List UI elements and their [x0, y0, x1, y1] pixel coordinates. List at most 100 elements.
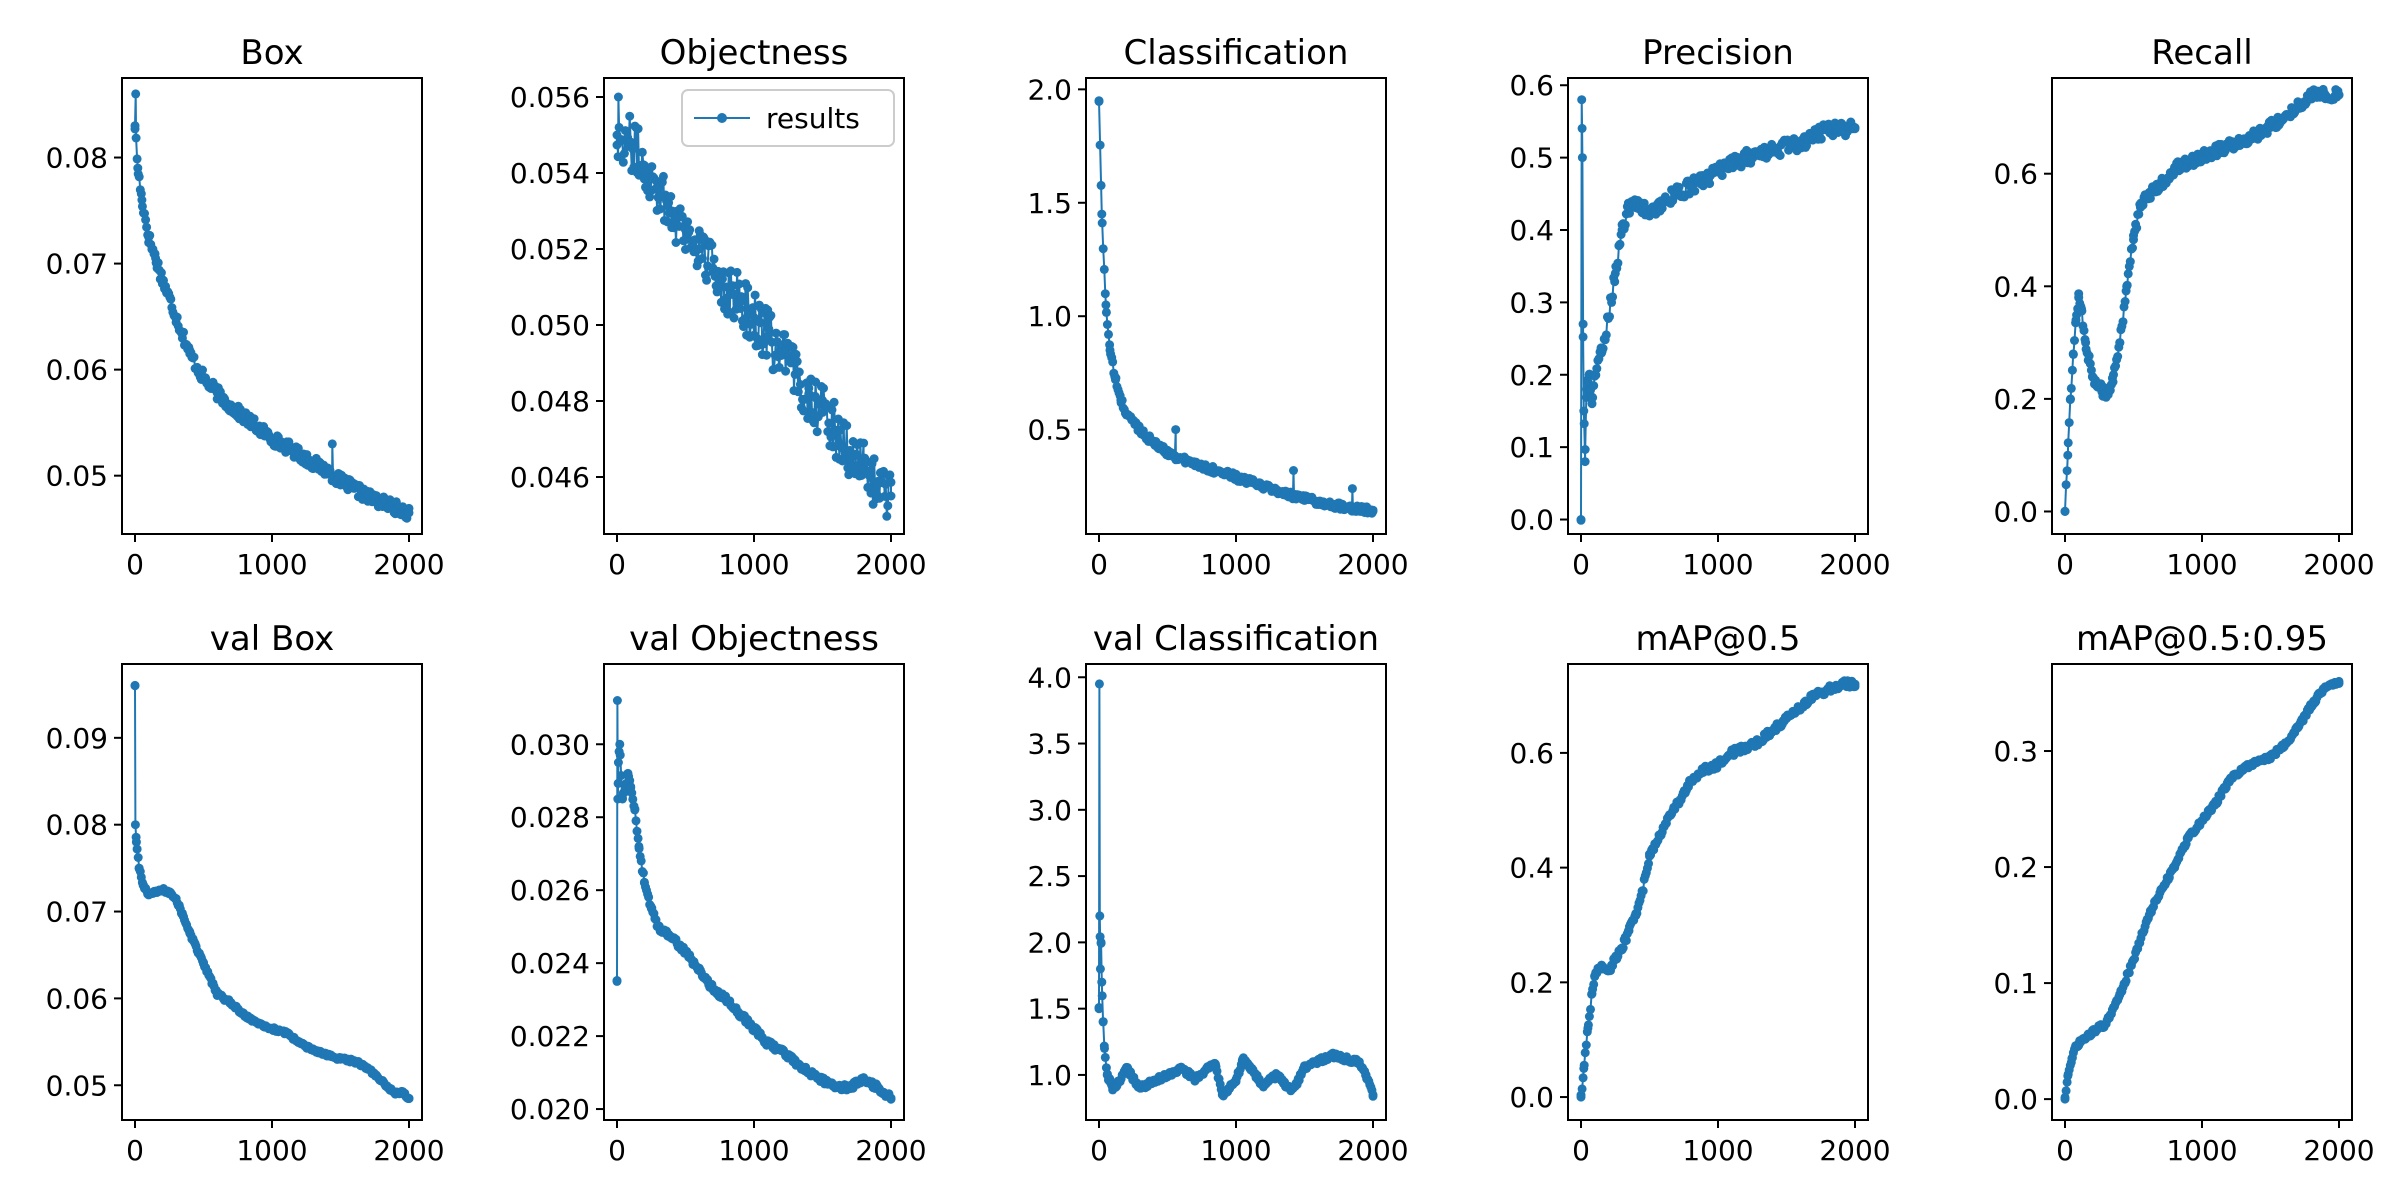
data-point — [671, 238, 681, 247]
data-point — [740, 314, 749, 324]
data-point — [764, 324, 774, 334]
data-point — [637, 147, 647, 157]
subplot-title: mAP@0.5 — [1636, 619, 1801, 659]
subplot-5: val Box 0 1000 2000 0.05 0.06 0.07 0.08 0.09 — [46, 619, 445, 1167]
x-tick-label: 0 — [1572, 1134, 1590, 1167]
data-point — [827, 405, 837, 415]
data-point — [2066, 383, 2076, 393]
data-point — [886, 1093, 896, 1103]
data-point — [1580, 445, 1590, 454]
data-point — [1583, 1020, 1593, 1030]
data-point — [791, 349, 801, 359]
data-point — [1095, 964, 1105, 974]
x-tick-label: 0 — [2056, 1134, 2074, 1167]
data-point — [1117, 395, 1127, 405]
y-tick-label: 0.08 — [46, 809, 108, 842]
data-point — [799, 406, 808, 416]
data-point — [2132, 223, 2142, 233]
data-point — [249, 414, 259, 424]
data-point — [1368, 1090, 1378, 1100]
data-point — [755, 318, 765, 328]
x-tick-label: 2000 — [1819, 1134, 1890, 1167]
data-point — [739, 322, 748, 332]
data-point — [1576, 1092, 1586, 1102]
data-point — [1097, 977, 1107, 987]
data-point — [2064, 418, 2074, 428]
data-point — [1601, 330, 1611, 340]
data-point — [166, 294, 176, 304]
data-point — [715, 282, 725, 292]
data-point — [404, 508, 414, 518]
data-point — [819, 383, 828, 393]
subplot-title: Objectness — [660, 33, 849, 73]
y-tick-label: 2.5 — [1027, 860, 1072, 893]
data-point — [634, 844, 644, 854]
data-point — [759, 339, 768, 349]
data-point — [1690, 186, 1700, 196]
y-tick-label: 0.09 — [46, 722, 108, 755]
data-point — [639, 174, 649, 184]
plot-frame — [121, 77, 423, 535]
data-point — [1096, 938, 1106, 948]
data-point — [613, 758, 623, 767]
y-tick-label: 0.05 — [46, 1069, 108, 1102]
x-tick-label: 0 — [126, 1134, 144, 1167]
data-point — [1613, 258, 1623, 268]
plot-frame — [1085, 77, 1387, 535]
data-point — [675, 204, 685, 214]
series-line — [134, 685, 410, 1100]
data-point — [788, 342, 798, 352]
x-tick-label: 1000 — [2166, 548, 2237, 581]
data-point — [633, 124, 643, 134]
data-point — [655, 204, 665, 214]
data-point — [1578, 319, 1588, 329]
data-point — [1605, 312, 1614, 322]
y-tick-label: 0.030 — [510, 728, 590, 761]
subplot-title: Box — [240, 33, 303, 73]
y-tick-label: 4.0 — [1027, 661, 1072, 694]
y-tick-label: 0.2 — [1993, 851, 2038, 884]
data-point — [1705, 179, 1715, 189]
data-point — [1621, 936, 1631, 946]
data-point — [781, 366, 791, 376]
data-point — [842, 421, 852, 431]
y-tick-label: 0.6 — [1509, 69, 1554, 102]
data-point — [1584, 1012, 1594, 1021]
data-point — [1717, 171, 1727, 181]
data-point — [2123, 269, 2133, 279]
data-point — [131, 837, 141, 847]
y-tick-label: 0.4 — [1509, 214, 1554, 247]
subplot-title: val Objectness — [629, 619, 879, 659]
data-point — [709, 254, 719, 264]
data-point — [1097, 991, 1107, 1001]
data-point — [2063, 438, 2073, 448]
subplot-0: Box 0 1000 2000 0.05 0.06 0.07 0.08 — [46, 33, 445, 581]
x-tick-label: 0 — [2056, 548, 2074, 581]
data-point — [1347, 484, 1357, 494]
x-tick-label: 1000 — [718, 548, 789, 581]
y-tick-label: 0.06 — [46, 982, 108, 1015]
data-point — [189, 352, 199, 362]
data-point — [818, 407, 827, 417]
data-point — [883, 501, 893, 511]
data-point — [615, 750, 625, 760]
data-point — [792, 357, 802, 366]
y-tick-label: 0.6 — [1993, 158, 2038, 191]
data-point — [658, 171, 668, 181]
data-point — [707, 240, 717, 250]
data-point — [1097, 218, 1107, 228]
y-tick-label: 0.1 — [1993, 967, 2038, 1000]
data-point — [153, 258, 163, 268]
data-point — [885, 470, 895, 480]
y-tick-label: 0.020 — [510, 1093, 590, 1126]
data-point — [1644, 859, 1653, 869]
data-point — [859, 438, 869, 448]
data-point — [172, 312, 182, 322]
data-point — [1098, 1017, 1108, 1027]
legend-box — [681, 89, 895, 147]
data-point — [1580, 1048, 1590, 1058]
data-point — [130, 121, 140, 131]
data-point — [1368, 506, 1378, 516]
data-point — [1102, 320, 1112, 329]
subplot-title: val Box — [210, 619, 334, 659]
